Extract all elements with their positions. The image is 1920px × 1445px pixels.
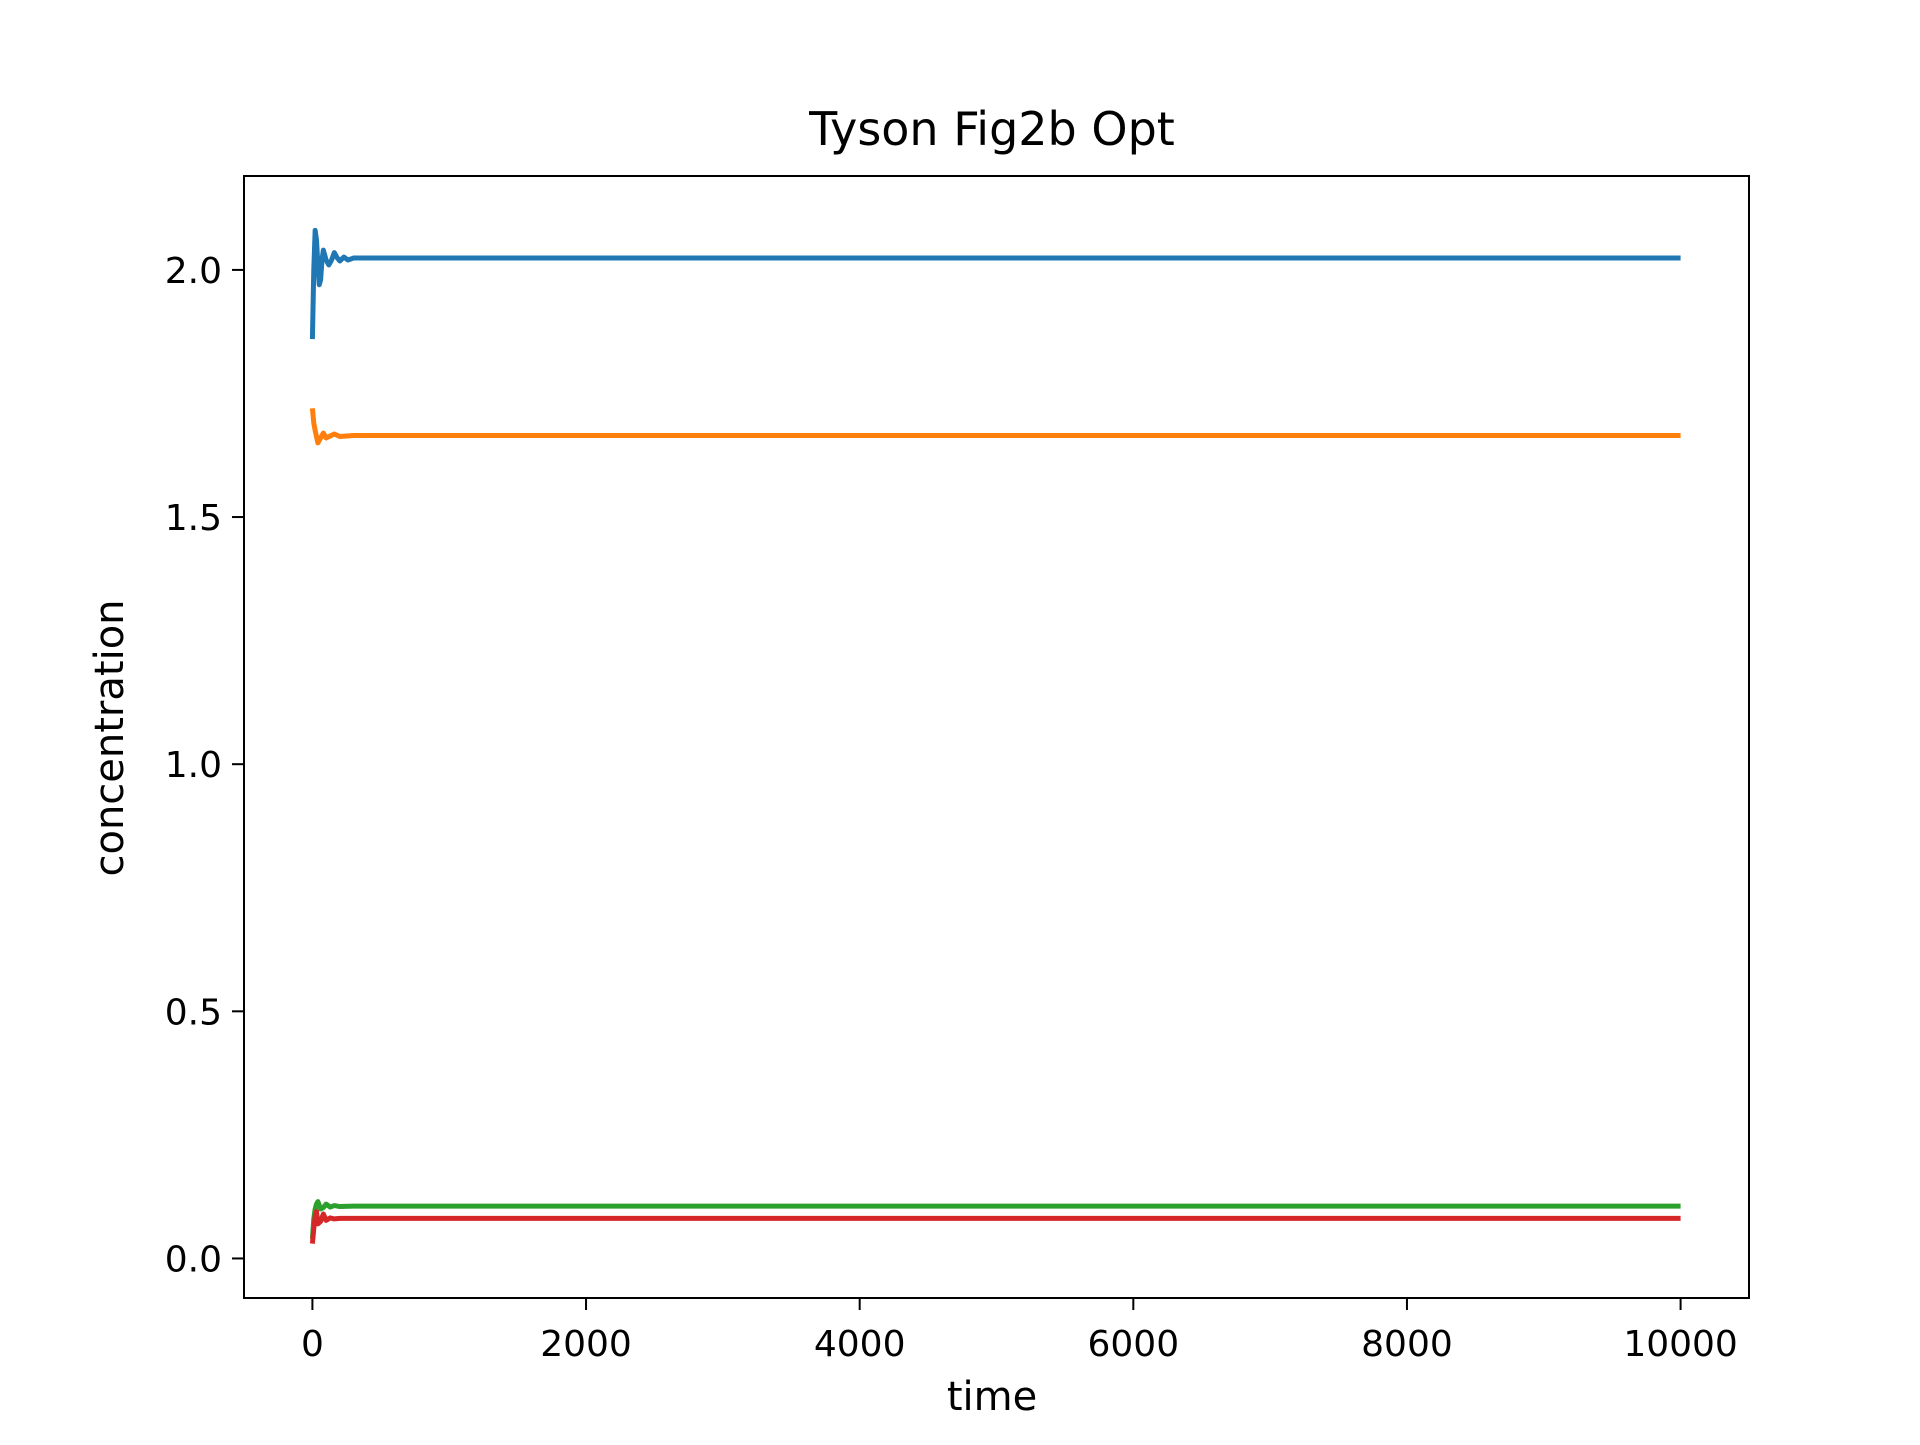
y-tick-label: 1.0	[165, 745, 222, 786]
x-tick-label: 4000	[814, 1324, 906, 1365]
x-tick-label: 8000	[1361, 1324, 1453, 1365]
y-tick-label: 1.5	[165, 498, 222, 539]
series-layer	[309, 227, 1681, 1244]
chart-title: Tyson Fig2b Opt	[808, 102, 1175, 156]
x-tick-label: 0	[301, 1324, 324, 1365]
x-axis-label: time	[947, 1374, 1037, 1420]
x-tick-label: 6000	[1088, 1324, 1180, 1365]
series-line-3	[309, 1199, 1681, 1239]
series-line-1	[309, 227, 1681, 340]
y-tick-label: 2.0	[165, 251, 222, 292]
series-line-2	[309, 408, 1681, 446]
y-axis-label: concentration	[87, 599, 133, 876]
y-tick-label: 0.0	[165, 1239, 222, 1280]
tick-layer: 0 2000 4000 6000 8000 10000 0.0 0.5 1.0 1.5 2.0	[165, 251, 1738, 1365]
x-tick-label: 10000	[1623, 1324, 1738, 1365]
plot-frame	[243, 175, 1750, 1299]
y-tick-label: 0.5	[165, 992, 222, 1033]
series-line-4	[309, 1209, 1681, 1244]
x-tick-label: 2000	[540, 1324, 632, 1365]
